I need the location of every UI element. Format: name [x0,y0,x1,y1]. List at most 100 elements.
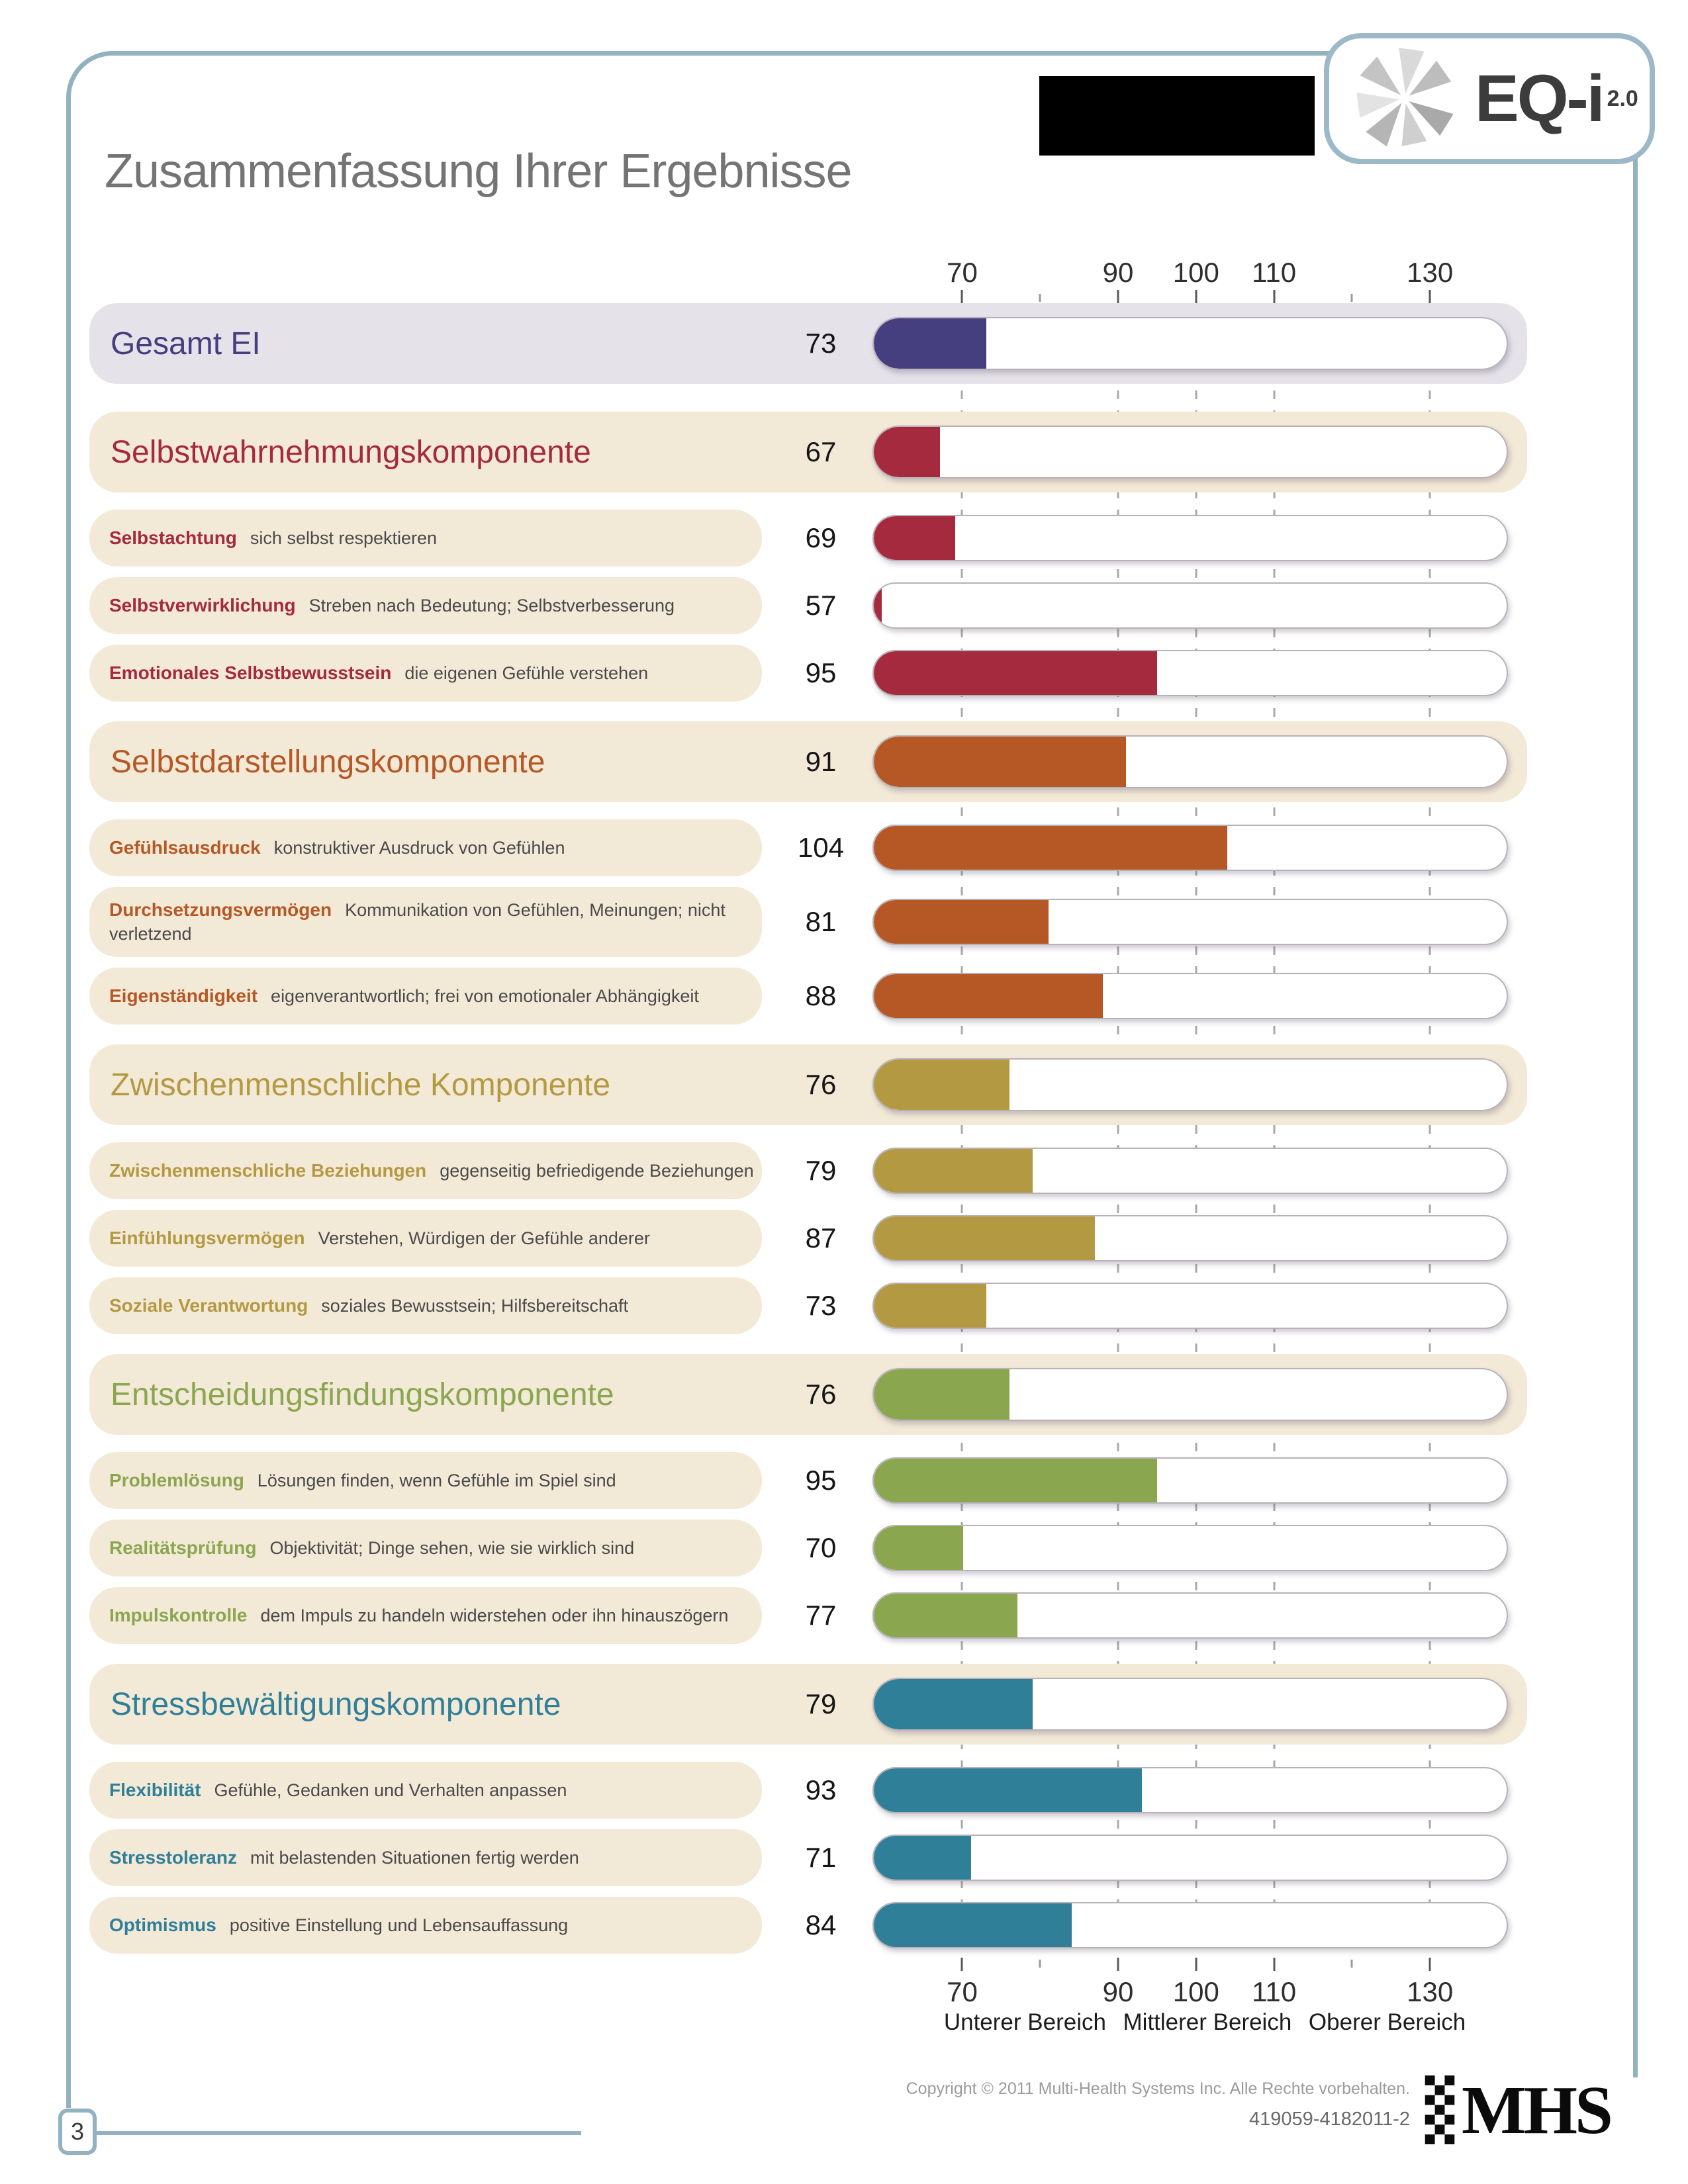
axis-tick-120 [1350,294,1353,302]
copyright-text: Copyright © 2011 Multi-Health Systems In… [906,2079,1410,2098]
subscale-score: 84 [805,1909,837,1940]
legend-mid-range: Mittlerer Bereich [1123,2009,1292,2035]
axis-tick-90 [1117,290,1119,303]
axis-top: 70 90 100 110 130 [872,257,1508,303]
row-section-entscheidungsfindung: Entscheidungsfindungskomponente 76 [0,1354,1688,1435]
row-subscale-einfuehlungsvermoegen: Einfühlungsvermögen Verstehen, Würdigen d… [0,1210,1688,1267]
score-bar [874,1060,1010,1110]
axis-tick-label-130: 130 [1407,257,1454,288]
axis-tick-label-90: 90 [1102,257,1134,288]
legend-upper-range: Oberer Bereich [1308,2009,1466,2035]
row-section-stressbewaeltigung: Stressbewältigungskomponente 79 [0,1664,1688,1745]
subscale-score: 71 [805,1842,837,1873]
score-bar [874,826,1227,870]
subscale-band: Soziale Verantwortung soziales Bewusstsei… [89,1277,762,1334]
subscale-score: 104 [797,832,845,863]
subscale-name: Emotionales Selbstbewusstsein [109,662,392,683]
row-section-selbstdarstellung: Selbstdarstellungskomponente 91 [0,721,1688,802]
mhs-checker-icon [1425,2075,1455,2144]
redacted-name-box [1039,76,1315,156]
axis-tick-110 [1273,290,1276,303]
score-track [872,1215,1508,1261]
mhs-logo: MHS [1425,2070,1650,2150]
subscale-score: 81 [805,906,837,937]
score-track [872,515,1508,561]
subscale-name: Selbstverwirklichung [109,594,296,615]
page-border-right [1633,56,1638,2077]
subscale-name: Gefühlsausdruck [109,837,261,858]
subscale-band: Optimismus positive Einstellung und Leben… [89,1897,762,1954]
subscale-name: Soziale Verantwortung [109,1295,308,1316]
score-track [872,1148,1508,1194]
subscale-score: 95 [805,1465,837,1496]
section-label: Zwischenmenschliche Komponente [111,1067,611,1103]
total-ei-label: Gesamt EI [111,326,261,361]
score-bar [874,584,882,627]
score-track [872,650,1508,696]
subscale-band: Durchsetzungsvermögen Kommunikation von G… [89,887,762,957]
score-track [872,1678,1508,1731]
subscale-name: Eigenständigkeit [109,985,258,1006]
score-bar [874,737,1127,787]
section-score: 91 [805,746,837,777]
axis-tick-120 [1350,1960,1353,1968]
score-bar [874,1836,971,1880]
subscale-band: Realitätsprüfung Objektivität; Dinge sehe… [89,1520,762,1576]
subscale-name: Problemlösung [109,1469,244,1490]
row-subscale-impulskontrolle: Impulskontrolle dem Impuls zu handeln wid… [0,1587,1688,1644]
section-score: 76 [805,1379,837,1410]
subscale-desc: gegenseitig befriedigende Beziehungen [440,1160,754,1181]
subscale-band: Zwischenmenschliche Beziehungen gegenseit… [89,1142,762,1199]
subscale-band: Flexibilität Gefühle, Gedanken und Verhal… [89,1762,762,1819]
axis-tick-100 [1195,1958,1197,1971]
axis-tick-label-90: 90 [1102,1976,1134,2007]
total-ei-score: 73 [805,328,837,359]
subscale-name: Zwischenmenschliche Beziehungen [109,1160,427,1181]
axis-tick-label-110: 110 [1252,1976,1297,2007]
score-bar [874,974,1103,1018]
section-label: Selbstwahrnehmungskomponente [111,434,591,470]
subscale-desc: Verstehen, Würdigen der Gefühle anderer [318,1228,650,1248]
axis-tick-80 [1039,1960,1041,1968]
score-bar [874,1216,1096,1260]
subscale-desc: Gefühle, Gedanken und Verhalten anpassen [214,1780,567,1800]
subscale-band: Impulskontrolle dem Impuls zu handeln wid… [89,1587,762,1644]
page-border-frame [66,51,1633,2108]
footer-divider [97,2131,581,2135]
row-subscale-stresstoleranz: Stresstoleranz mit belastenden Situatione… [0,1829,1688,1886]
score-bar [874,1369,1010,1420]
subscale-band: Emotionales Selbstbewusstsein die eigenen… [89,645,762,702]
score-track [872,1058,1508,1111]
row-subscale-gefuehlsausdruck: Gefühlsausdruck konstruktiver Ausdruck vo… [0,819,1688,876]
axis-tick-label-70: 70 [947,1976,978,2007]
score-track [872,1525,1508,1571]
score-track [872,899,1508,945]
score-track [872,1902,1508,1948]
subscale-band: Eigenständigkeit eigenverantwortlich; fre… [89,968,762,1024]
subscale-score: 79 [805,1155,837,1186]
subscale-desc: sich selbst respektieren [250,527,438,548]
subscale-desc: konstruktiver Ausdruck von Gefühlen [273,837,565,858]
score-track [872,1592,1508,1639]
subscale-score: 73 [805,1290,837,1321]
axis-tick-130 [1429,290,1431,303]
section-score: 79 [805,1688,837,1719]
subscale-desc: mit belastenden Situationen fertig werde… [250,1847,579,1868]
score-track [872,1457,1508,1504]
subscale-score: 57 [805,590,837,621]
page-number-tab: 3 [58,2109,97,2155]
score-bar [874,900,1049,944]
axis-tick-label-130: 130 [1407,1976,1454,2007]
score-bar [874,1903,1072,1947]
mhs-logo-text: MHS [1462,2071,1613,2148]
axis-tick-label-70: 70 [947,257,978,288]
subscale-band: Selbstverwirklichung Streben nach Bedeutu… [89,577,762,634]
subscale-score: 93 [805,1774,837,1805]
axis-tick-100 [1195,290,1197,303]
score-bar [874,1149,1033,1193]
row-subscale-realitaetspruefung: Realitätsprüfung Objektivität; Dinge sehe… [0,1520,1688,1576]
axis-tick-70 [961,290,963,303]
subscale-desc: Objektivität; Dinge sehen, wie sie wirkl… [269,1537,635,1558]
axis-tick-130 [1429,1958,1431,1971]
score-track [872,1283,1508,1329]
